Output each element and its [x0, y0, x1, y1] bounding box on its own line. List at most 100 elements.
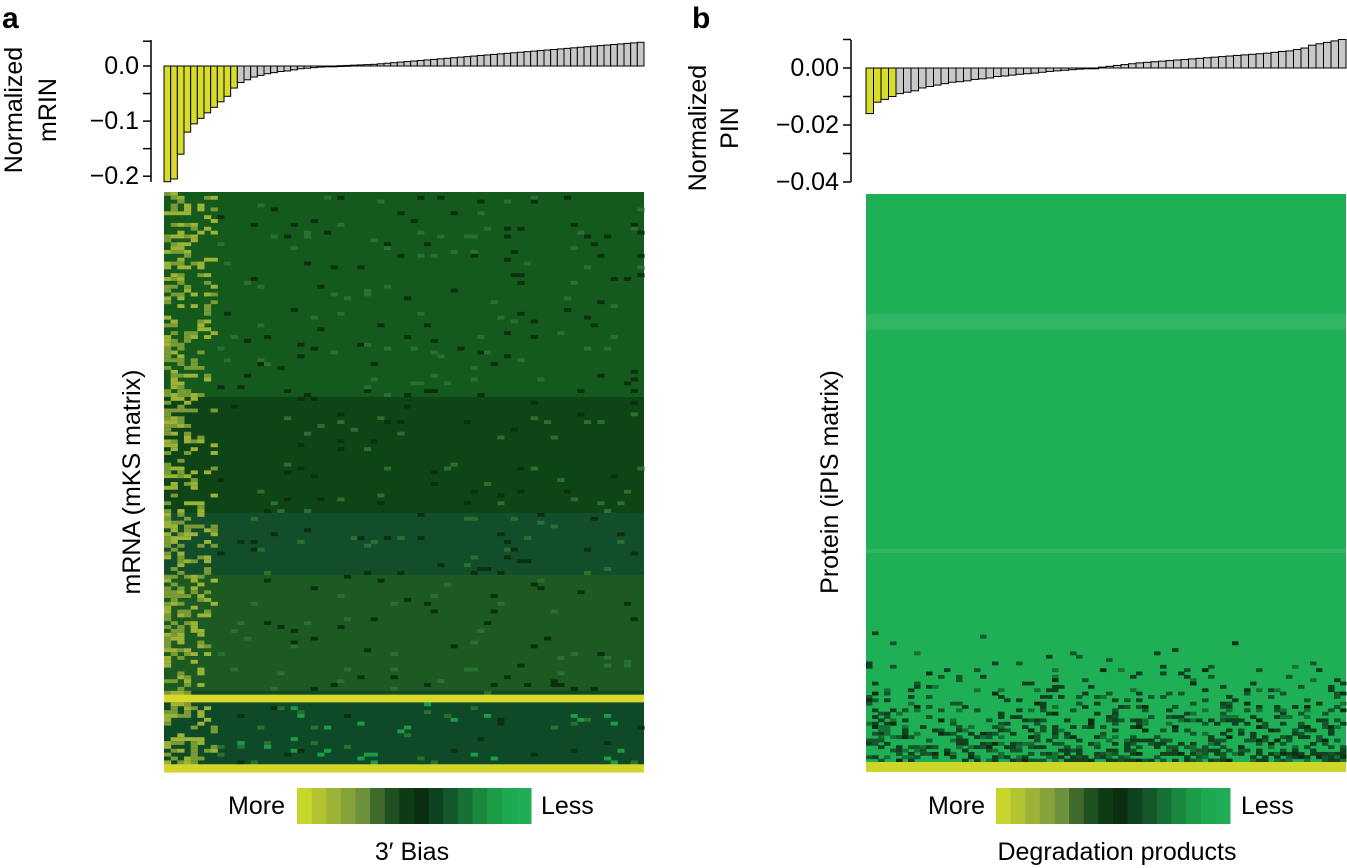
panel-b-heatmap-cell — [872, 708, 879, 713]
panel-a-heatmap-cell — [184, 366, 192, 371]
panel-a-heatmap-cell — [164, 443, 172, 448]
panel-a-heatmap-cell — [364, 543, 372, 549]
panel-b-heatmap-cell — [1034, 701, 1041, 706]
panel-b-heatmap-cell — [1148, 758, 1155, 763]
panel-a-bar-44 — [456, 56, 465, 67]
panel-a-heatmap-cell — [164, 250, 172, 255]
panel-b-heatmap-cell — [1334, 751, 1341, 756]
panel-a-heatmap-cell — [204, 373, 212, 379]
panel-a-heatmap-cell — [177, 261, 185, 267]
panel-b-heatmap-cell — [998, 711, 1005, 716]
panel-b-heatmap-cell — [1112, 751, 1119, 756]
panel-a-heatmap-cell — [170, 567, 178, 572]
panel-a-heatmap-cell — [284, 497, 292, 502]
panel-a-heatmap-cell — [630, 760, 638, 765]
panel-a-heatmap-cell — [470, 489, 478, 495]
panel-b-heatmap-cell — [1052, 731, 1059, 736]
panel-a-heatmap-cell — [164, 679, 172, 684]
panel-a-heatmap-cell — [204, 215, 212, 220]
panel-a-legend-swatch-13 — [487, 788, 503, 824]
panel-b-heatmap-cell — [1106, 691, 1113, 696]
panel-a-heatmap-cell — [217, 752, 225, 758]
panel-a-heatmap-cell — [210, 257, 218, 263]
panel-b-heatmap-cell — [1190, 711, 1197, 716]
panel-b-heatmap-cell — [1076, 701, 1083, 706]
panel-b-heatmap-cell — [1328, 728, 1335, 733]
panel-a-heatmap-cell — [197, 327, 205, 332]
panel-a-heatmap-cell — [177, 601, 185, 607]
panel-a-heatmap-cell — [190, 358, 198, 363]
panel-b-heatmap-cell — [1190, 751, 1197, 756]
panel-b-heatmap-cell — [1340, 755, 1347, 760]
panel-b-heatmap-cell — [1256, 751, 1263, 756]
panel-b-heatmap-cell — [1130, 725, 1137, 729]
panel-b-heatmap-cell — [1070, 748, 1077, 753]
panel-b-heatmap-cell — [1340, 721, 1347, 726]
panel-b-heatmap-cell — [1292, 748, 1299, 753]
panel-b-heatmap-cell — [866, 738, 873, 743]
panel-b-heatmap-cell — [902, 755, 909, 760]
panel-b-heatmap-cell — [1328, 731, 1335, 736]
panel-b-heatmap-cell — [1304, 728, 1311, 733]
panel-a-heatmap-row — [164, 497, 644, 502]
panel-a-heatmap-cell — [224, 311, 232, 317]
panel-a-heatmap-row — [164, 257, 644, 263]
panel-b-bar-41 — [1173, 59, 1182, 69]
panel-a-heatmap-cell — [624, 381, 632, 386]
panel-a-heatmap-cell — [224, 358, 232, 363]
panel-a-heatmap-row — [164, 435, 644, 441]
panel-a-heatmap-cell — [417, 195, 425, 201]
panel-a-heatmap-cell — [170, 195, 178, 201]
panel-b-heatmap-cell — [902, 728, 909, 733]
panel-b-heatmap-cell — [872, 741, 879, 746]
panel-b-heatmap-cell — [992, 725, 999, 729]
panel-b-heatmap-cell — [908, 701, 915, 706]
panel-b-bar-17 — [993, 67, 1002, 78]
panel-a-heatmap-cell — [430, 609, 438, 615]
panel-b-heatmap-cell — [1190, 718, 1197, 723]
panel-a-ytick-label-1: −0.1 — [90, 107, 139, 135]
panel-b-heatmap-cell — [980, 674, 987, 679]
panel-a-heatmap-cell — [177, 675, 185, 680]
panel-a-heatmap-cell — [470, 752, 478, 758]
panel-b-bar-9 — [933, 67, 942, 86]
panel-b-heatmap-cell — [1130, 735, 1137, 740]
panel-a-heatmap-cell — [410, 381, 418, 386]
panel-a-heatmap-cell — [190, 741, 198, 746]
panel-b-heatmap-cell — [1112, 735, 1119, 740]
panel-a-heatmap-cell — [164, 690, 172, 696]
panel-a-heatmap-cell — [490, 300, 498, 305]
panel-b-heatmap-cell — [1208, 718, 1215, 723]
panel-b-heatmap-cell — [1010, 758, 1017, 763]
panel-b-bar-11 — [948, 67, 957, 83]
panel-b-heatmap-cell — [1244, 721, 1251, 726]
panel-a-heatmap-cell — [284, 462, 292, 468]
panel-b-heatmap-cell — [872, 681, 879, 686]
panel-a-heatmap-cell — [390, 601, 398, 607]
panel-a-heatmap-cell — [304, 261, 312, 267]
panel-b-bar-61 — [1323, 41, 1332, 69]
panel-b-heatmap-cell — [1196, 748, 1203, 753]
panel-b-heatmap-cell — [1022, 725, 1029, 729]
panel-b-heatmap-cell — [1184, 755, 1191, 760]
panel-a-heatmap-cell — [164, 261, 172, 267]
panel-a-heatmap-cell — [177, 551, 185, 557]
panel-a-heatmap-row — [164, 373, 644, 379]
panel-b-heatmap-cell — [1016, 698, 1023, 703]
panel-a-heatmap-cell — [170, 582, 178, 587]
panel-b-heatmap-cell — [896, 711, 903, 716]
panel-b-heatmap-cell — [1100, 755, 1107, 760]
panel-b-heatmap-cell — [956, 735, 963, 740]
panel-b-heatmap-cell — [1178, 671, 1185, 676]
panel-b-heatmap-cell — [1076, 758, 1083, 763]
panel-b-heatmap-cell — [1052, 711, 1059, 716]
panel-a-ytick-label-0: 0.0 — [104, 52, 139, 80]
panel-a-heatmap-cell — [190, 652, 198, 657]
panel-a-heatmap-cell — [370, 439, 378, 444]
panel-a-heatmap-cell — [370, 760, 378, 765]
panel-b-heatmap-cell — [866, 741, 873, 746]
panel-b-heatmap-cell — [1166, 745, 1173, 750]
panel-b-bar-15 — [978, 67, 987, 80]
panel-a-heatmap-cell — [164, 192, 172, 197]
panel-b-heatmap-cell — [1154, 745, 1161, 750]
